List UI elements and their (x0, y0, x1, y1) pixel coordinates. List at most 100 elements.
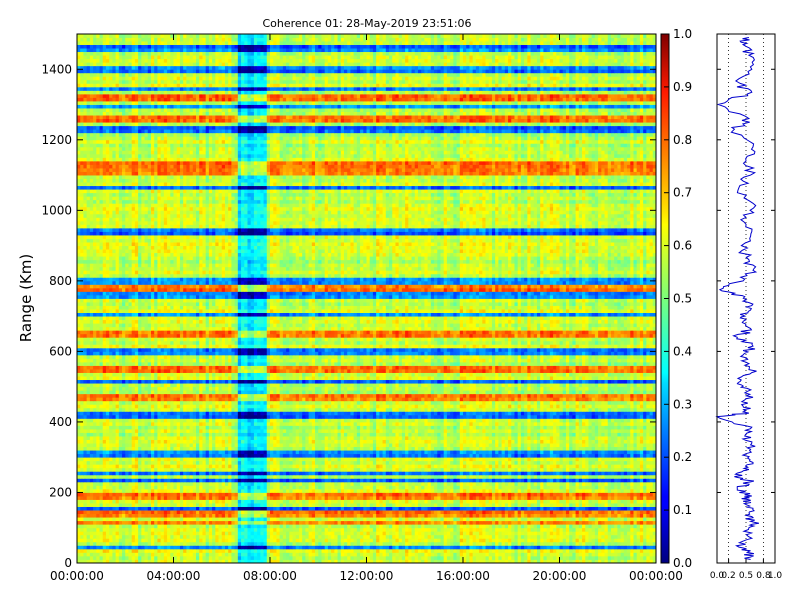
heatmap-cell (607, 527, 612, 532)
heatmap-cell (173, 495, 178, 500)
heatmap-cell (183, 531, 187, 536)
heatmap-cell (199, 485, 203, 490)
heatmap-cell (482, 517, 486, 522)
heatmap-cell (504, 478, 509, 483)
heatmap-cell (585, 531, 589, 536)
heatmap-cell (208, 495, 213, 500)
heatmap-cell (315, 492, 319, 497)
heatmap-cell (266, 474, 271, 479)
heatmap-cell (324, 541, 329, 546)
heatmap-cell (340, 503, 345, 507)
heatmap-cell (382, 464, 387, 469)
heatmap-cell (511, 531, 515, 536)
heatmap-cell (627, 481, 631, 486)
heatmap-cell (86, 527, 91, 532)
heatmap-cell (569, 524, 573, 529)
heatmap-cell (237, 467, 242, 472)
heatmap-cell (122, 503, 126, 507)
heatmap-cell (620, 531, 625, 536)
heatmap-cell (295, 481, 300, 486)
heatmap-cell (443, 510, 448, 515)
heatmap-cell (112, 524, 116, 529)
heatmap-cell (614, 531, 618, 536)
heatmap-cell (298, 517, 303, 522)
heatmap-cell (501, 467, 506, 472)
heatmap-cell (501, 555, 506, 560)
heatmap-cell (514, 510, 519, 515)
heatmap-cell (202, 520, 207, 525)
heatmap-cell (228, 474, 232, 479)
heatmap-cell (196, 555, 200, 560)
heatmap-cell (173, 541, 178, 546)
heatmap-cell (463, 545, 467, 550)
heatmap-cell (311, 541, 316, 546)
heatmap-cell (340, 471, 345, 476)
heatmap-cell (379, 527, 383, 532)
heatmap-cell (633, 503, 638, 507)
heatmap-cell (414, 524, 419, 529)
heatmap-cell (379, 538, 383, 543)
heatmap-cell (173, 474, 178, 479)
heatmap-cell (183, 471, 187, 476)
heatmap-cell (385, 485, 390, 490)
heatmap-cell (456, 471, 461, 476)
heatmap-cell (234, 552, 239, 557)
heatmap-cell (434, 464, 438, 469)
heatmap-cell (427, 513, 432, 518)
heatmap-cell (131, 552, 136, 557)
heatmap-cell (398, 481, 403, 486)
heatmap-cell (427, 492, 432, 497)
heatmap-cell (302, 467, 306, 472)
heatmap-cell (630, 503, 634, 507)
heatmap-cell (337, 552, 342, 557)
heatmap-cell (154, 478, 158, 483)
heatmap-cell (417, 488, 422, 493)
heatmap-cell (614, 527, 618, 532)
heatmap-cell (237, 545, 242, 550)
heatmap-cell (427, 471, 432, 476)
heatmap-cell (80, 464, 84, 469)
heatmap-cell (543, 506, 548, 511)
heatmap-cell (340, 492, 345, 497)
heatmap-cell (109, 510, 113, 515)
heatmap-cell (617, 510, 622, 515)
heatmap-cell (122, 517, 126, 522)
heatmap-cell (356, 527, 361, 532)
heatmap-cell (144, 503, 149, 507)
heatmap-cell (598, 534, 602, 539)
heatmap-cell (508, 555, 512, 560)
heatmap-cell (414, 464, 419, 469)
heatmap-cell (543, 548, 548, 553)
heatmap-cell (591, 503, 596, 507)
heatmap-cell (292, 552, 297, 557)
heatmap-cell (192, 503, 197, 507)
heatmap-cell (498, 524, 502, 529)
heatmap-cell (511, 495, 515, 500)
heatmap-cell (501, 513, 506, 518)
heatmap-cell (179, 481, 184, 486)
heatmap-cell (99, 555, 104, 560)
heatmap-cell (337, 531, 342, 536)
heatmap-cell (562, 524, 567, 529)
heatmap-cell (334, 474, 338, 479)
heatmap-cell (627, 488, 631, 493)
heatmap-cell (244, 559, 248, 564)
heatmap-cell (218, 495, 223, 500)
heatmap-cell (556, 499, 560, 504)
heatmap-cell (308, 531, 313, 536)
heatmap-cell (533, 541, 538, 546)
heatmap-cell (649, 555, 654, 560)
heatmap-cell (282, 492, 287, 497)
heatmap-cell (498, 492, 502, 497)
heatmap-cell (598, 510, 602, 515)
heatmap-cell (228, 488, 232, 493)
heatmap-cell (356, 478, 361, 483)
heatmap-cell (482, 464, 486, 469)
heatmap-cell (292, 559, 297, 564)
heatmap-cell (498, 506, 502, 511)
heatmap-cell (237, 548, 242, 553)
heatmap-cell (543, 485, 548, 490)
heatmap-cell (463, 513, 467, 518)
heatmap-cell (334, 520, 338, 525)
heatmap-cell (102, 527, 107, 532)
